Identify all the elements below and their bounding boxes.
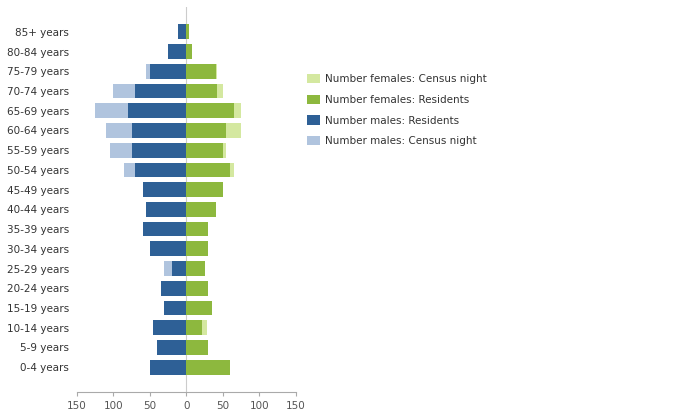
Bar bbox=[187, 281, 208, 296]
Bar bbox=[187, 301, 212, 315]
Bar bbox=[187, 261, 200, 276]
Bar bbox=[157, 340, 187, 355]
Bar bbox=[187, 320, 203, 335]
Bar bbox=[172, 261, 187, 276]
Bar bbox=[187, 301, 212, 315]
Bar bbox=[150, 360, 187, 375]
Bar bbox=[157, 320, 187, 335]
Bar bbox=[187, 103, 241, 118]
Bar bbox=[187, 182, 217, 197]
Bar bbox=[146, 202, 187, 217]
Bar bbox=[187, 182, 223, 197]
Bar bbox=[187, 84, 223, 98]
Bar bbox=[143, 222, 187, 237]
Bar bbox=[187, 163, 230, 177]
Bar bbox=[187, 123, 241, 138]
Bar bbox=[187, 222, 208, 237]
Bar bbox=[135, 163, 187, 177]
Bar bbox=[132, 143, 187, 158]
Bar bbox=[153, 182, 187, 197]
Bar bbox=[187, 163, 234, 177]
Bar bbox=[187, 320, 207, 335]
Bar bbox=[110, 143, 187, 158]
Bar bbox=[95, 103, 187, 118]
Bar bbox=[161, 281, 187, 296]
Bar bbox=[187, 64, 216, 79]
Bar bbox=[146, 64, 187, 79]
Bar bbox=[164, 261, 187, 276]
Bar bbox=[132, 123, 187, 138]
Bar bbox=[168, 44, 187, 59]
Bar bbox=[187, 64, 217, 79]
Bar bbox=[128, 103, 187, 118]
Bar bbox=[164, 301, 187, 315]
Bar bbox=[177, 24, 187, 39]
Bar bbox=[187, 103, 234, 118]
Bar bbox=[187, 222, 208, 237]
Bar bbox=[187, 143, 223, 158]
Bar bbox=[187, 340, 208, 355]
Bar bbox=[150, 360, 187, 375]
Bar bbox=[187, 261, 205, 276]
Bar bbox=[187, 202, 207, 217]
Legend: Number females: Census night, Number females: Residents, Number males: Residents: Number females: Census night, Number fem… bbox=[303, 70, 491, 150]
Bar bbox=[135, 84, 187, 98]
Bar bbox=[187, 123, 226, 138]
Bar bbox=[187, 84, 217, 98]
Bar bbox=[187, 202, 216, 217]
Bar bbox=[187, 242, 208, 256]
Bar bbox=[187, 360, 230, 375]
Bar bbox=[187, 360, 203, 375]
Bar bbox=[166, 202, 187, 217]
Bar bbox=[113, 84, 187, 98]
Bar bbox=[187, 44, 192, 59]
Bar bbox=[150, 242, 187, 256]
Bar bbox=[187, 24, 189, 39]
Bar bbox=[143, 182, 187, 197]
Bar bbox=[125, 163, 187, 177]
Bar bbox=[187, 242, 207, 256]
Bar bbox=[187, 143, 226, 158]
Bar bbox=[150, 242, 187, 256]
Bar bbox=[150, 64, 187, 79]
Bar bbox=[106, 123, 187, 138]
Bar bbox=[153, 320, 187, 335]
